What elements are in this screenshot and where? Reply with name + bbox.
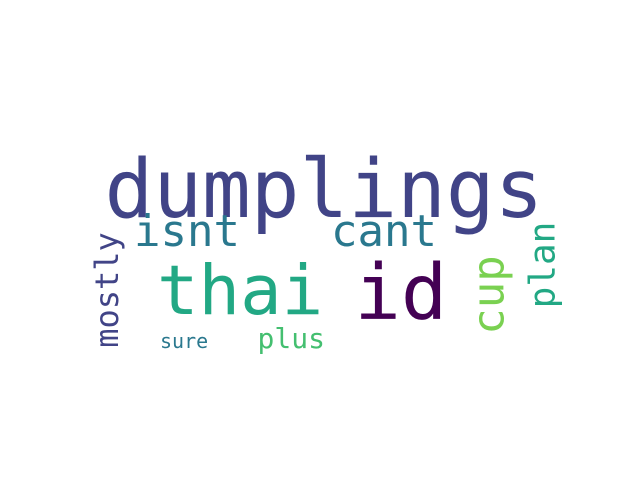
word-thai: thai — [157, 250, 324, 331]
word-dumplings: dumplings — [104, 142, 544, 237]
word-plus: plus — [257, 322, 325, 355]
word-cant: cant — [331, 206, 437, 257]
word-cup: cup — [463, 255, 515, 335]
word-isnt: isnt — [134, 206, 240, 257]
word-sure: sure — [160, 329, 209, 353]
word-plan: plan — [521, 221, 563, 309]
word-mostly: mostly — [87, 232, 126, 348]
word-id: id — [354, 248, 448, 338]
